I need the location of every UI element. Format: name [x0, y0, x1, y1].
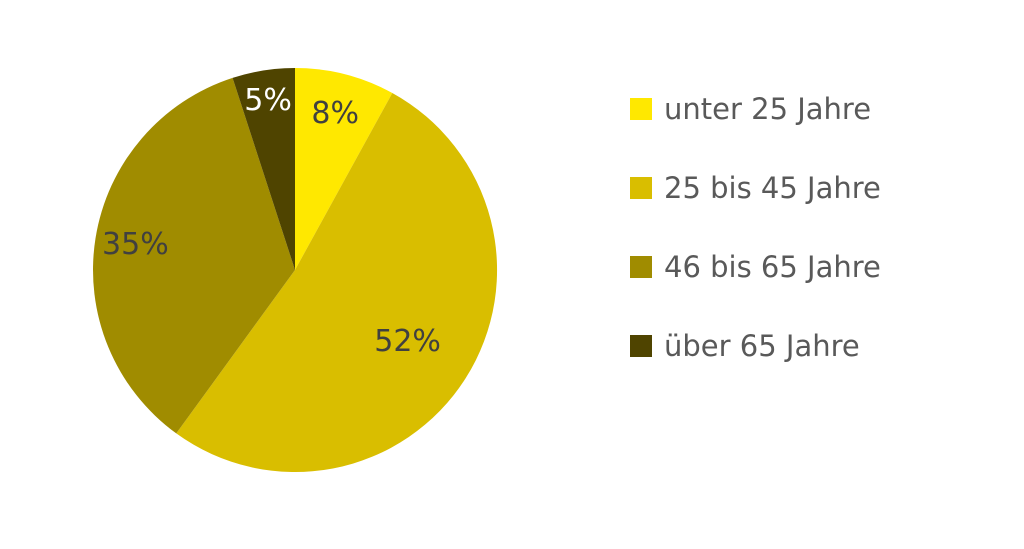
- pie-slice-3: [93, 77, 296, 434]
- data-label-4: 5%: [244, 83, 292, 118]
- pie-slice-4: [232, 68, 295, 270]
- pie-slice-1: [295, 68, 393, 270]
- data-label-1: 8%: [311, 96, 359, 131]
- legend-swatch-2: [630, 177, 652, 199]
- legend-label-4: über 65 Jahre: [664, 329, 860, 363]
- legend-swatch-3: [630, 256, 652, 278]
- legend-label-1: unter 25 Jahre: [664, 92, 871, 126]
- legend-swatch-1: [630, 98, 652, 120]
- legend-label-3: 46 bis 65 Jahre: [664, 250, 881, 284]
- legend: unter 25 Jahre 25 bis 45 Jahre 46 bis 65 J…: [630, 92, 881, 363]
- pie-data-labels: 8% 52% 35% 5%: [102, 83, 441, 359]
- data-label-3: 35%: [102, 227, 169, 262]
- pie-slices: [93, 68, 498, 473]
- data-label-2: 52%: [374, 324, 441, 359]
- pie-slice-2: [176, 92, 498, 473]
- legend-label-2: 25 bis 45 Jahre: [664, 171, 881, 205]
- legend-swatch-4: [630, 335, 652, 357]
